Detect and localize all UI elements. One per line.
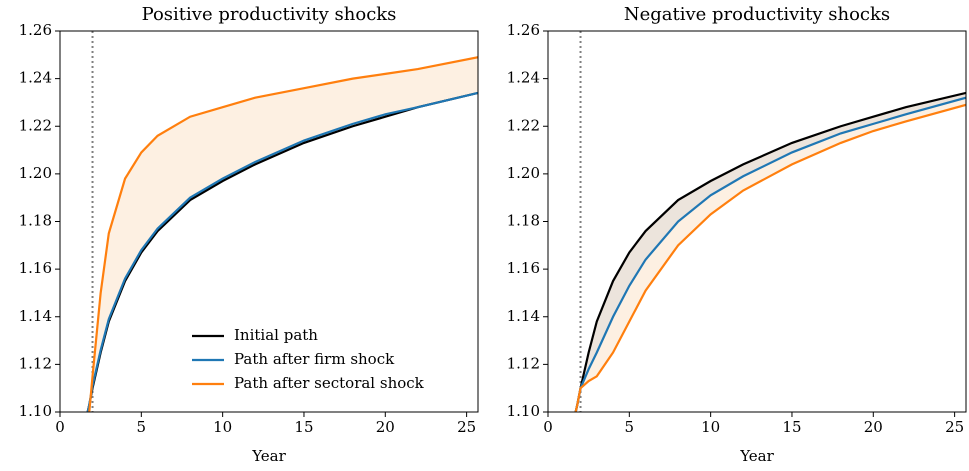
plot-area bbox=[574, 31, 966, 412]
x-tick-label: 5 bbox=[137, 418, 147, 436]
legend-label: Path after firm shock bbox=[234, 350, 395, 368]
plot-area bbox=[86, 31, 478, 412]
x-tick-label: 0 bbox=[55, 418, 65, 436]
chart-title: Positive productivity shocks bbox=[142, 4, 397, 25]
x-tick-label: 0 bbox=[543, 418, 553, 436]
y-tick-label: 1.24 bbox=[507, 69, 540, 87]
y-tick-label: 1.18 bbox=[19, 212, 52, 230]
y-tick-label: 1.22 bbox=[507, 116, 540, 134]
series-line bbox=[574, 96, 966, 412]
series-line bbox=[86, 91, 478, 412]
legend-label: Path after sectoral shock bbox=[234, 374, 425, 392]
x-tick-label: 10 bbox=[701, 418, 720, 436]
x-tick-label: 25 bbox=[945, 418, 964, 436]
x-tick-label: 15 bbox=[294, 418, 313, 436]
y-tick-label: 1.22 bbox=[19, 116, 52, 134]
y-tick-label: 1.24 bbox=[19, 69, 52, 87]
x-tick-label: 10 bbox=[213, 418, 232, 436]
y-tick-label: 1.20 bbox=[19, 164, 52, 182]
x-axis-label: Year bbox=[739, 447, 774, 465]
y-tick-label: 1.12 bbox=[507, 354, 540, 372]
x-tick-label: 5 bbox=[625, 418, 635, 436]
x-axis-label: Year bbox=[251, 447, 286, 465]
x-tick-label: 15 bbox=[782, 418, 801, 436]
y-tick-label: 1.26 bbox=[507, 21, 540, 39]
y-tick-label: 1.14 bbox=[507, 307, 540, 325]
y-tick-label: 1.18 bbox=[507, 212, 540, 230]
x-tick-label: 25 bbox=[457, 418, 476, 436]
series-line bbox=[574, 91, 966, 412]
chart: 0 5 10 15 20 25 1.10 1.12 1.14 1.16 1.18 1.20 1.22 1.… bbox=[19, 4, 479, 465]
series-line bbox=[88, 56, 478, 412]
series-line bbox=[574, 103, 966, 412]
fill-band bbox=[575, 92, 966, 412]
chart: 0 5 10 15 20 25 1.10 1.12 1.14 1.16 1.18 1.20 1.22 1.… bbox=[507, 4, 967, 465]
y-tick-label: 1.26 bbox=[19, 21, 52, 39]
y-tick-label: 1.16 bbox=[507, 259, 540, 277]
y-tick-label: 1.14 bbox=[19, 307, 52, 325]
y-tick-label: 1.10 bbox=[507, 402, 540, 420]
legend-label: Initial path bbox=[234, 326, 318, 344]
y-tick-label: 1.20 bbox=[507, 164, 540, 182]
y-tick-label: 1.16 bbox=[19, 259, 52, 277]
x-tick-label: 20 bbox=[864, 418, 883, 436]
chart-title: Negative productivity shocks bbox=[624, 4, 890, 25]
x-tick-label: 20 bbox=[376, 418, 395, 436]
y-tick-label: 1.10 bbox=[19, 402, 52, 420]
fill-band bbox=[89, 57, 478, 412]
y-tick-label: 1.12 bbox=[19, 354, 52, 372]
